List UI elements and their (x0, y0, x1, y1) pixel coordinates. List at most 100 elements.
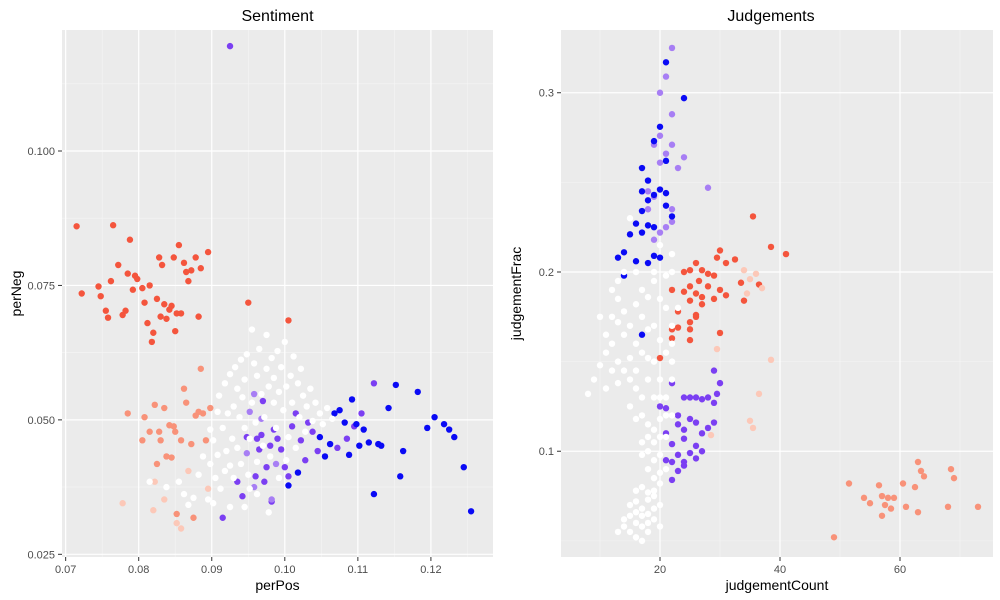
data-point (692, 259, 700, 267)
data-point (237, 460, 245, 468)
data-point (177, 525, 185, 532)
data-point (170, 254, 177, 261)
data-point (223, 447, 230, 455)
data-point (782, 250, 790, 258)
data-point (644, 188, 652, 195)
data-point (207, 404, 214, 412)
data-point (674, 451, 682, 459)
data-point (632, 487, 640, 494)
data-point (662, 272, 670, 279)
data-point (704, 184, 712, 191)
data-point (288, 423, 296, 430)
data-point (270, 374, 278, 382)
data-point (614, 277, 622, 285)
data-point (275, 474, 283, 482)
data-point (620, 367, 628, 374)
data-point (830, 534, 838, 541)
data-point (650, 394, 658, 401)
data-point (656, 523, 664, 530)
data-point (656, 295, 664, 303)
data-point (95, 283, 102, 290)
data-point (914, 508, 922, 516)
data-point (253, 458, 261, 466)
data-point (638, 483, 646, 491)
data-point (190, 514, 197, 521)
data-point (662, 157, 670, 165)
data-point (917, 467, 925, 475)
data-point (334, 444, 341, 452)
data-point (668, 322, 676, 329)
data-point (281, 463, 289, 471)
data-point (680, 462, 688, 469)
data-point (686, 415, 694, 423)
data-point (210, 437, 217, 444)
data-point (680, 394, 688, 401)
data-point (134, 275, 141, 283)
data-point (644, 376, 652, 383)
data-point (199, 410, 207, 417)
data-point (202, 437, 210, 444)
data-point (656, 415, 664, 423)
data-point (129, 286, 137, 293)
data-point (686, 394, 694, 401)
data-point (163, 453, 170, 460)
data-point (638, 523, 646, 530)
data-point (126, 236, 134, 243)
data-point (596, 362, 604, 369)
data-point (626, 501, 634, 509)
data-point (686, 326, 694, 333)
data-point (656, 229, 664, 236)
sentiment-x-axis-title: perPos (255, 577, 299, 593)
data-point (248, 399, 256, 406)
data-point (878, 492, 886, 500)
data-point (884, 494, 892, 502)
data-point (237, 356, 245, 363)
data-point (890, 494, 898, 502)
data-point (234, 444, 241, 452)
data-point (638, 412, 646, 419)
data-point (258, 431, 265, 439)
data-point (239, 493, 246, 500)
x-tick-label: 0.07 (55, 564, 76, 576)
data-point (314, 447, 321, 455)
data-point (680, 435, 688, 442)
data-point (275, 388, 283, 396)
data-point (258, 390, 265, 398)
data-point (445, 426, 453, 433)
data-point (644, 519, 652, 527)
data-point (650, 268, 658, 276)
data-point (250, 390, 258, 398)
data-point (253, 372, 261, 379)
data-point (644, 259, 652, 267)
data-point (153, 460, 161, 468)
data-point (680, 94, 688, 102)
data-point (620, 331, 628, 338)
x-tick-label: 0.12 (420, 564, 441, 576)
data-point (638, 451, 646, 459)
data-point (268, 354, 275, 362)
data-point (692, 455, 700, 462)
data-point (272, 460, 280, 468)
data-point (365, 439, 373, 446)
data-point (638, 207, 646, 215)
data-point (151, 478, 158, 485)
data-point (226, 370, 234, 378)
data-point (668, 250, 676, 258)
data-point (638, 537, 646, 545)
data-point (674, 304, 682, 312)
data-point (692, 419, 700, 426)
data-point (638, 331, 646, 338)
data-point (650, 322, 658, 329)
data-point (644, 293, 652, 301)
data-point (261, 413, 268, 421)
sentiment-panel: Sentiment 0.07 0.08 0.09 0.10 0.11 0.12 0.025… (8, 8, 493, 593)
data-point (146, 478, 153, 485)
data-point (250, 360, 258, 367)
data-point (270, 399, 278, 406)
data-point (263, 365, 270, 372)
data-point (97, 292, 104, 300)
data-point (632, 340, 640, 347)
data-point (650, 487, 658, 494)
y-tick-label: 0.075 (27, 280, 55, 292)
